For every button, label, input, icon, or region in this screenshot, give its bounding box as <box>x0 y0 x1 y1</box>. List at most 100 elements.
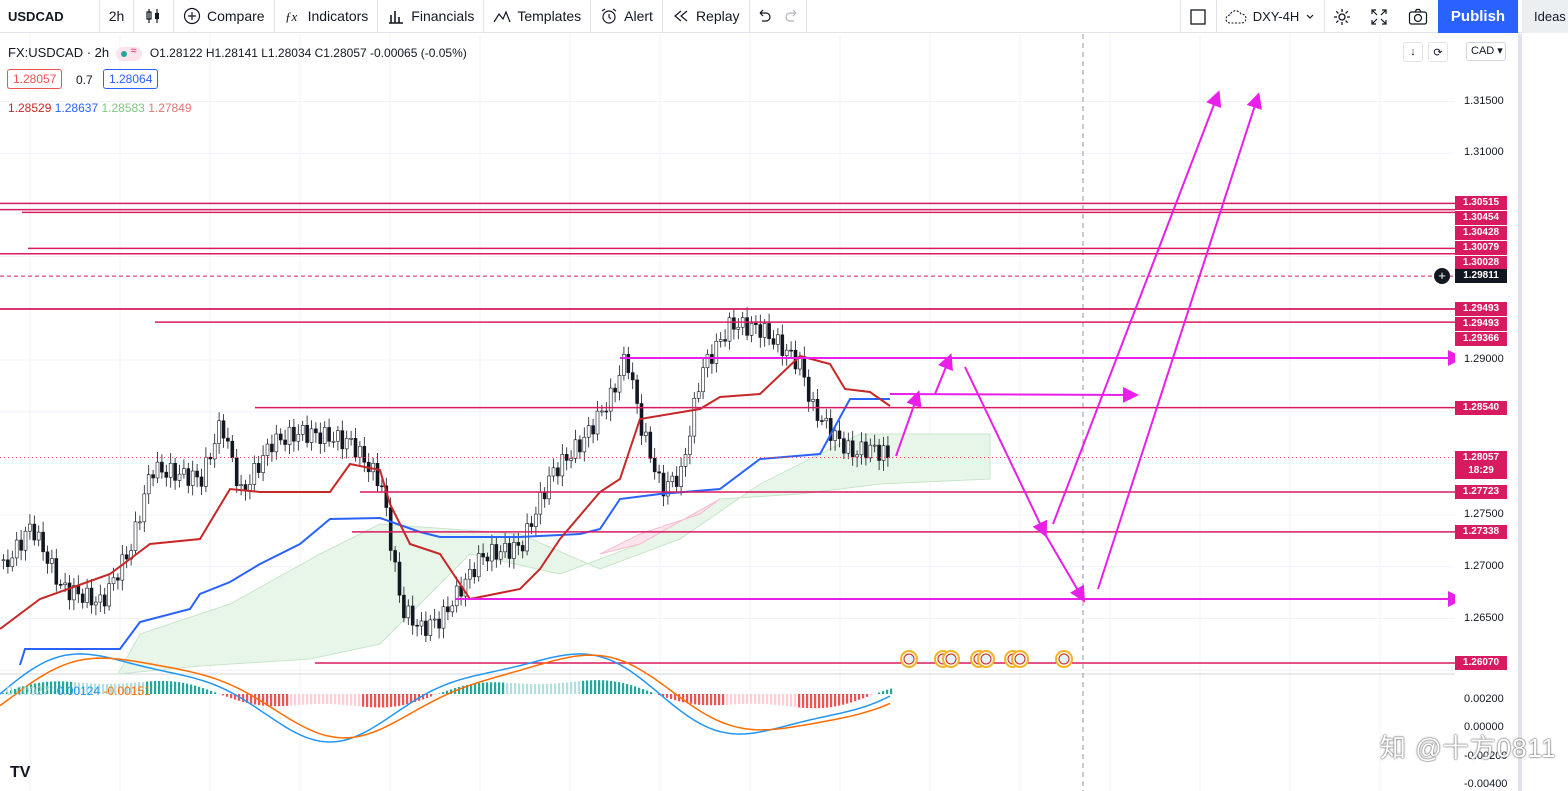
candle-down <box>494 544 499 560</box>
alert-button[interactable]: Alert <box>591 0 663 33</box>
macd-histogram-bar <box>170 681 173 694</box>
candle-down <box>661 472 666 497</box>
buy-button[interactable]: 1.28064 <box>103 69 159 89</box>
candle-down <box>657 471 661 474</box>
interval-button[interactable]: 2h <box>100 0 134 33</box>
candle-up <box>296 433 301 442</box>
publish-button[interactable]: Publish <box>1438 0 1518 33</box>
macd-histogram-bar <box>346 694 349 706</box>
download-button[interactable]: ↓ <box>1403 42 1423 62</box>
snapshot-button[interactable] <box>1400 0 1436 33</box>
macd-histogram-bar <box>290 694 293 706</box>
legend-status-dot[interactable]: ≈ <box>116 45 143 61</box>
macd-histogram-bar <box>742 694 745 704</box>
candle-down <box>723 339 727 342</box>
tradingview-logo[interactable]: TV <box>10 764 31 781</box>
macd-tick: -0.00200 <box>1464 750 1508 762</box>
candle-up <box>406 605 411 619</box>
candle-up <box>85 587 89 603</box>
candle-up <box>762 323 767 338</box>
candle-down <box>815 398 820 421</box>
symbol-search[interactable]: USDCAD <box>0 0 100 33</box>
spread-value: 0.7 <box>76 73 93 87</box>
candle-down <box>353 438 358 458</box>
candle-up <box>670 475 675 482</box>
candle-down <box>850 440 855 458</box>
chart-type-button[interactable] <box>134 0 174 33</box>
macd-histogram-bar <box>394 694 397 707</box>
macd-histogram-bar <box>658 694 661 695</box>
undo-button[interactable] <box>750 0 778 33</box>
price-tick: 1.27500 <box>1464 508 1504 521</box>
macd-histogram-bar <box>66 681 69 694</box>
macd-histogram-bar <box>830 694 833 708</box>
candle-down <box>481 553 485 558</box>
square-icon <box>1190 8 1206 25</box>
macd-histogram-bar <box>122 683 125 694</box>
layout-switcher[interactable]: DXY-4H <box>1216 0 1323 33</box>
interval-label: 2h <box>108 8 125 24</box>
price-tick: 1.29000 <box>1464 353 1504 365</box>
candle-down <box>828 418 833 441</box>
add-alert-plus-icon[interactable]: + <box>1434 268 1450 285</box>
candle-up <box>10 557 15 567</box>
macd-histogram-bar <box>526 683 529 694</box>
candle-up <box>1 559 6 562</box>
macd-histogram-bar <box>522 683 525 694</box>
macd-histogram-bar <box>314 694 317 705</box>
candle-down <box>67 582 72 601</box>
price-chart[interactable] <box>0 34 1455 791</box>
macd-histogram-bar <box>574 681 577 694</box>
candle-down <box>767 323 771 339</box>
alert-label: Alert <box>624 8 653 24</box>
settings-button[interactable] <box>1324 0 1359 33</box>
refresh-button[interactable]: ⟳ <box>1428 42 1448 62</box>
ideas-tab[interactable]: Ideas <box>1522 0 1568 33</box>
templates-button[interactable]: Templates <box>484 0 592 33</box>
indicators-button[interactable]: ƒx Indicators <box>275 0 379 33</box>
macd-histogram-bar <box>766 694 769 705</box>
candle-up <box>586 425 591 438</box>
candle-down <box>806 376 811 402</box>
macd-histogram-bar <box>154 681 157 694</box>
currency-select[interactable]: CAD ▾ <box>1466 42 1506 61</box>
macd-histogram-bar <box>286 694 289 706</box>
alarm-clock-icon <box>601 8 617 24</box>
ichimoku-cloud-bear <box>599 498 721 555</box>
redo-button[interactable] <box>778 0 807 33</box>
candle-down <box>160 461 164 473</box>
macd-histogram-bar <box>494 682 497 694</box>
compare-button[interactable]: Compare <box>174 0 275 33</box>
macd-histogram-bar <box>38 682 41 694</box>
candle-up <box>784 349 789 356</box>
candle-up <box>274 433 279 453</box>
candle-down <box>507 543 512 559</box>
macd-histogram-bar <box>6 691 9 694</box>
macd-histogram-bar <box>254 694 257 705</box>
candle-up <box>344 438 349 450</box>
macd-histogram-bar <box>502 682 505 694</box>
macd-histogram-bar <box>310 694 313 705</box>
replay-button[interactable]: Replay <box>663 0 750 33</box>
candle-up <box>358 446 362 458</box>
candle-down <box>41 531 45 553</box>
macd-histogram-bar <box>22 686 25 694</box>
macd-histogram-bar <box>226 694 229 697</box>
expand-button[interactable] <box>1362 0 1396 33</box>
macd-histogram-bar <box>462 685 465 694</box>
macd-histogram-bar <box>654 693 657 694</box>
macd-hist-value: 0.00027 <box>6 684 50 698</box>
macd-histogram-bar <box>490 682 493 694</box>
sell-button[interactable]: 1.28057 <box>7 69 63 89</box>
macd-histogram-bar <box>774 694 777 705</box>
fullscreen-toggle[interactable] <box>1180 0 1215 33</box>
bar-countdown: 18:29 <box>1468 464 1494 476</box>
macd-histogram-bar <box>618 682 621 694</box>
macd-histogram-bar <box>398 694 401 706</box>
candle-up <box>595 410 600 435</box>
symbol-legend: FX:USDCAD · 2h ≈ O1.28122 H1.28141 L1.28… <box>8 45 467 61</box>
financials-button[interactable]: Financials <box>378 0 485 33</box>
macd-histogram-bar <box>302 694 305 705</box>
candle-down <box>270 443 274 453</box>
macd-histogram-bar <box>110 683 113 694</box>
